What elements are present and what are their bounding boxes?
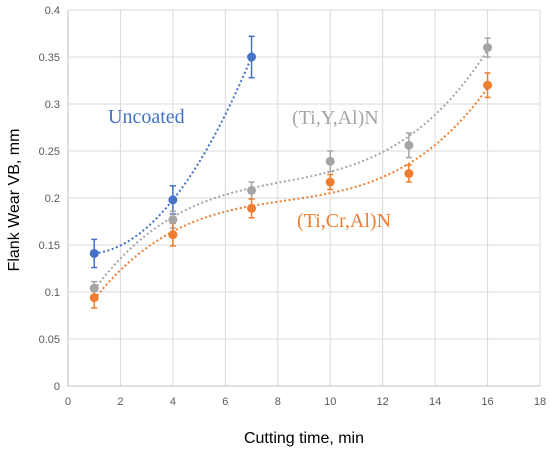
x-tick-label: 6: [222, 396, 228, 408]
y-tick-label: 0.35: [39, 52, 60, 64]
y-axis-title: Flank Wear VB, mm: [6, 129, 23, 272]
y-tick-label: 0.2: [45, 193, 60, 205]
data-point-series-1: [325, 156, 335, 166]
data-point-series-0: [247, 52, 257, 62]
data-point-series-2: [168, 230, 178, 240]
data-point-series-1: [89, 283, 99, 293]
y-tick-label: 0.3: [45, 99, 60, 111]
data-point-series-1: [404, 140, 414, 150]
series-label-uncoated: Uncoated: [108, 106, 185, 128]
series-label-ti-cr-al-n: (Ti,Cr,Al)N: [297, 210, 391, 232]
data-point-series-0: [168, 195, 178, 205]
x-tick-label: 14: [429, 396, 441, 408]
grid-lines: [67, 9, 541, 387]
x-tick-label: 16: [481, 396, 493, 408]
x-tick-label: 10: [324, 396, 336, 408]
y-tick-label: 0.25: [39, 146, 60, 158]
x-tick-label: 8: [275, 396, 281, 408]
y-tick-label: 0.1: [45, 287, 60, 299]
data-point-series-1: [247, 185, 257, 195]
error-bars: [91, 35, 491, 309]
series-label-ti-y-al-n: (Ti,Y,Al)N: [292, 107, 379, 129]
trendline-series-0: [94, 56, 253, 255]
y-tick-label: 0: [54, 381, 60, 393]
x-tick-labels: 0 2 4 6 8 10 12 14 16 18: [65, 396, 546, 408]
x-tick-label: 0: [65, 396, 71, 408]
data-points: [89, 43, 493, 303]
x-tick-label: 18: [534, 396, 546, 408]
data-point-series-2: [247, 203, 257, 213]
data-point-series-2: [89, 293, 99, 303]
y-tick-label: 0.05: [39, 334, 60, 346]
data-point-series-2: [483, 80, 493, 90]
data-point-series-2: [404, 169, 414, 179]
trendlines: [93, 49, 489, 300]
x-tick-label: 2: [117, 396, 123, 408]
data-point-series-1: [168, 215, 178, 225]
y-tick-label: 0.15: [39, 240, 60, 252]
trendline-series-1: [93, 49, 489, 291]
y-tick-label: 0.4: [45, 5, 60, 17]
data-point-series-2: [325, 177, 335, 187]
x-tick-label: 12: [377, 396, 389, 408]
x-tick-label: 4: [170, 396, 176, 408]
y-tick-labels: 0 0.05 0.1 0.15 0.2 0.25 0.3 0.35 0.4: [39, 5, 60, 393]
x-axis-title: Cutting time, min: [244, 430, 364, 447]
data-point-series-0: [89, 248, 99, 258]
data-point-series-1: [483, 43, 493, 53]
